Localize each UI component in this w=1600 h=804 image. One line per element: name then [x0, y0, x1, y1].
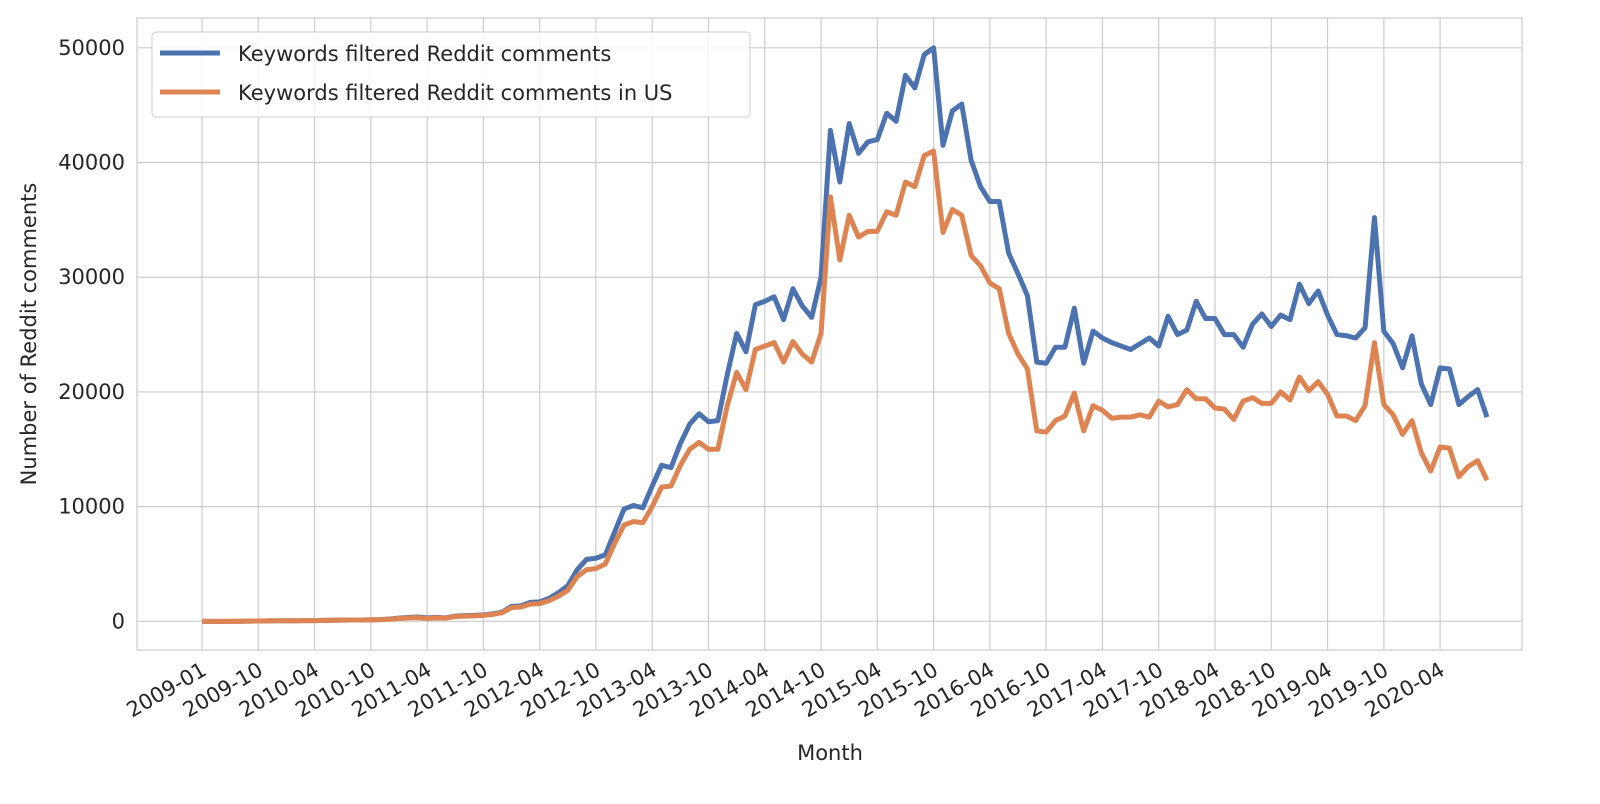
legend-label: Keywords filtered Reddit comments in US	[238, 81, 673, 105]
y-tick-label: 40000	[58, 151, 125, 175]
x-axis-label: Month	[797, 741, 863, 765]
y-tick-label: 50000	[58, 36, 125, 60]
legend-box	[151, 31, 751, 118]
legend: Keywords filtered Reddit comments Keyword…	[151, 31, 751, 118]
legend-label: Keywords filtered Reddit comments	[238, 42, 611, 66]
plot-frame	[136, 17, 1523, 651]
series-line	[202, 148, 1490, 624]
y-tick-label: 20000	[58, 380, 125, 404]
grid	[137, 18, 1522, 650]
y-axis-label: Number of Reddit comments	[17, 183, 41, 486]
y-tick-label: 0	[112, 609, 125, 633]
lines	[202, 45, 1490, 624]
y-tick-label: 30000	[58, 265, 125, 289]
y-tick-label: 10000	[58, 495, 125, 519]
